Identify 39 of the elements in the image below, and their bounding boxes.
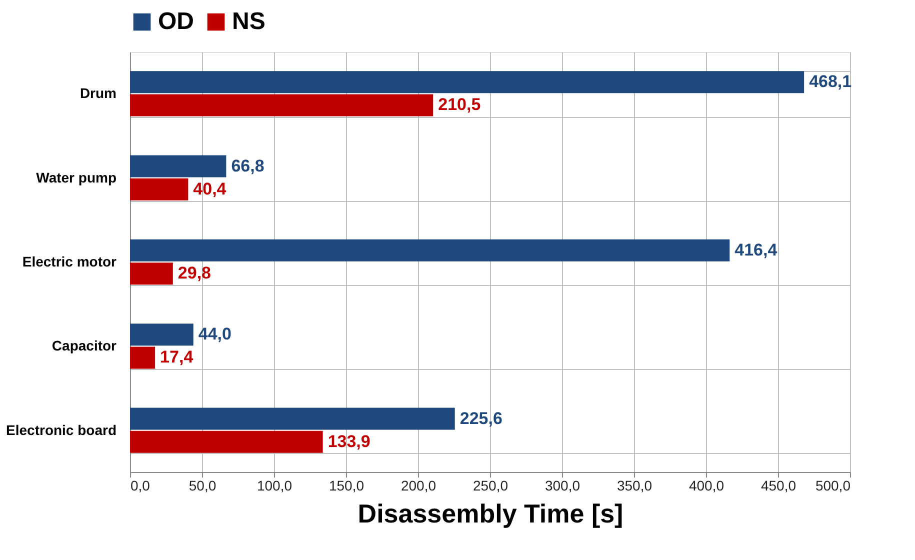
bar (130, 408, 455, 430)
x-tick-label: 350,0 (616, 478, 652, 494)
data-label: 40,4 (193, 179, 227, 198)
data-label: 416,4 (734, 240, 778, 260)
y-tick-label: Drum (80, 85, 116, 102)
data-label: 44,0 (198, 324, 232, 344)
y-tick-label: Water pump (36, 169, 116, 186)
x-tick-label: 250,0 (472, 478, 508, 494)
x-tick-label: 300,0 (544, 478, 580, 494)
x-axis-title: Disassembly Time [s] (358, 498, 624, 528)
bar (130, 346, 156, 369)
x-tick-label: 400,0 (688, 478, 724, 494)
x-tick-label: 50,0 (188, 478, 216, 494)
bar (130, 239, 730, 262)
data-label: 133,9 (328, 432, 370, 451)
x-tick-label: 100,0 (256, 478, 292, 494)
data-label: 66,8 (231, 156, 264, 176)
y-tick-label: Electric motor (22, 254, 118, 270)
data-label: 225,6 (460, 408, 502, 428)
x-tick-label: 150,0 (328, 478, 364, 494)
data-label: 210,5 (438, 95, 481, 114)
x-tick-label: 500,0 (815, 478, 851, 494)
bar (130, 94, 434, 116)
x-tick-label: 0,0 (130, 478, 150, 494)
bar (130, 155, 226, 178)
y-tick-label: Capacitor (52, 338, 118, 354)
x-tick-label: 200,0 (400, 478, 436, 494)
data-label: 468,1 (809, 72, 852, 92)
bar (130, 324, 194, 346)
bar (130, 178, 188, 200)
data-label: 29,8 (178, 264, 212, 283)
bar (130, 71, 804, 94)
bar (130, 262, 173, 285)
x-tick-label: 450,0 (760, 478, 796, 494)
y-tick-label: Electronic board (6, 422, 116, 438)
bar (130, 430, 323, 453)
data-label: 17,4 (160, 348, 194, 367)
legend-label: OD (158, 8, 194, 35)
legend-label: NS (232, 8, 266, 35)
